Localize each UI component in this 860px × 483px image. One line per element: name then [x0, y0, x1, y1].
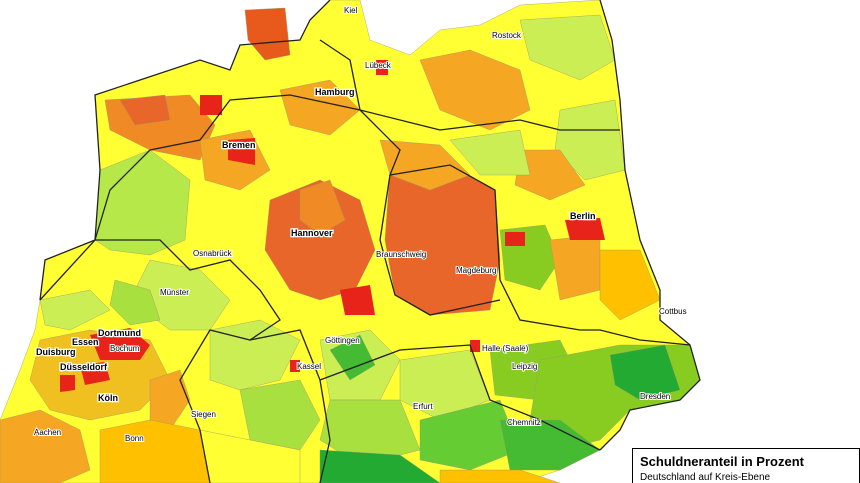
border — [39, 239, 281, 483]
city-label: Münster — [160, 288, 189, 297]
city-label: Bochum — [110, 344, 140, 353]
city-label: Berlin — [570, 211, 596, 221]
region — [119, 94, 171, 126]
region — [419, 399, 521, 471]
city-label: Dresden — [640, 392, 670, 401]
region — [609, 344, 681, 401]
city-label: Osnabrück — [193, 249, 233, 258]
region — [554, 99, 626, 181]
region — [379, 139, 471, 191]
city-label: Aachen — [34, 428, 61, 437]
city-label: Cottbus — [659, 307, 687, 316]
legend-box — [632, 448, 860, 483]
city-label: Kiel — [344, 6, 358, 15]
city-label: Bremen — [222, 140, 256, 150]
city-label: Hamburg — [315, 87, 355, 97]
legend-subtitle: Deutschland auf Kreis-Ebene — [640, 472, 771, 483]
region — [209, 319, 301, 391]
region — [0, 409, 91, 483]
city-label: Erfurt — [413, 402, 433, 411]
border — [39, 0, 331, 301]
region — [80, 362, 110, 385]
region — [470, 340, 480, 352]
region — [514, 149, 586, 201]
region — [419, 49, 531, 131]
region — [449, 129, 531, 176]
region — [519, 14, 616, 81]
city-label: Kassel — [297, 362, 321, 371]
map-regions — [0, 0, 701, 483]
region — [39, 289, 111, 331]
region — [599, 249, 661, 321]
city-label: Köln — [98, 393, 118, 403]
red-districts — [60, 60, 605, 392]
city-label: Düsseldorf — [60, 362, 108, 372]
region — [60, 375, 75, 392]
city-label: Rostock — [492, 31, 522, 40]
region — [299, 179, 346, 236]
region — [200, 95, 222, 115]
border — [379, 174, 501, 316]
border — [319, 39, 361, 111]
region — [290, 360, 300, 372]
region — [376, 60, 388, 75]
region — [499, 419, 601, 471]
city-labels: Kiel Rostock Lübeck Hamburg Bremen Berli… — [33, 5, 688, 444]
city-label: Bonn — [125, 434, 144, 443]
city-label: Duisburg — [36, 347, 76, 357]
city-label: Leipzig — [512, 362, 537, 371]
city-label: Chemnitz — [507, 418, 541, 427]
border — [319, 344, 601, 451]
region — [340, 285, 375, 315]
city-label: Dortmund — [98, 328, 141, 338]
city-label: Braunschweig — [376, 250, 426, 259]
city-label: Göttingen — [325, 336, 360, 345]
city-label: Essen — [72, 337, 99, 347]
region — [439, 469, 561, 483]
city-label: Magdeburg — [456, 266, 496, 275]
region — [90, 328, 150, 360]
border — [599, 0, 701, 451]
region — [149, 369, 191, 431]
region — [109, 279, 161, 326]
region — [279, 79, 361, 136]
state-borders — [39, 0, 701, 483]
region — [319, 449, 441, 483]
city-label: Siegen — [191, 410, 216, 419]
region — [244, 7, 291, 61]
legend-title: Schuldneranteil in Prozent — [640, 454, 805, 469]
city-label: Hannover — [291, 228, 333, 238]
city-label: Halle (Saale) — [482, 344, 529, 353]
border — [359, 109, 620, 131]
region — [228, 138, 255, 165]
city-label: Lübeck — [365, 61, 392, 70]
region — [99, 419, 211, 483]
region — [384, 164, 501, 316]
region — [239, 379, 321, 451]
region — [329, 334, 376, 381]
region — [565, 218, 605, 240]
legend: Schuldneranteil in Prozent Deutschland a… — [632, 448, 860, 483]
region — [505, 232, 525, 246]
